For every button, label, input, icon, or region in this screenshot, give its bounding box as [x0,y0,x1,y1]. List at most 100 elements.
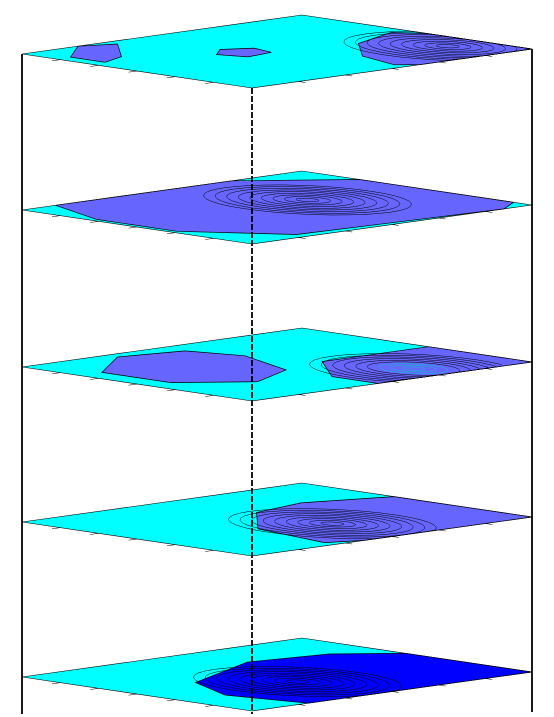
contour-line [274,515,391,533]
edge-tick [90,378,99,380]
contour-line [274,677,321,686]
contour-layer-4 [21,482,533,557]
contour-line [285,679,310,684]
edge-tick [391,224,399,226]
edge-tick [51,527,61,530]
edge-tick [51,215,61,218]
edge-tick [128,693,138,696]
contour-line [227,671,368,692]
contour-line [284,196,331,204]
edge-tick [298,237,306,239]
contour-line [320,521,345,526]
edge-tick [166,76,176,79]
edge-tick [298,704,306,706]
edge-tick [438,61,446,64]
contour-line [355,360,471,378]
contour-line [251,674,344,689]
edge-tick [298,81,306,83]
contour-layer-3 [21,327,533,402]
edge-tick [345,387,353,390]
contour-line [237,189,378,211]
contour-line [203,184,412,216]
edge-tick [128,538,138,541]
edge-tick [345,542,353,545]
edge-tick [438,217,446,220]
layer-region [69,43,122,63]
contour-line [401,366,426,371]
edge-tick [51,59,61,62]
edge-tick [166,389,176,392]
edge-tick [485,55,493,57]
contour-layer-2 [21,170,533,245]
edge-tick [205,550,214,552]
contour-line [424,42,472,50]
contour-line [216,669,379,694]
contour-line [343,358,481,379]
edge-tick [51,372,61,375]
contour-line [204,667,391,696]
edge-tick [90,533,99,535]
contour-line [249,191,366,209]
edge-tick [128,226,138,229]
contour-line [297,518,368,529]
edge-tick [485,523,493,525]
edge-tick [438,529,446,532]
edge-tick [485,211,493,213]
edge-tick [205,238,214,240]
contour-line [436,44,460,49]
edge-tick [345,697,353,700]
contour-line [367,361,460,376]
edge-tick [166,544,176,547]
layers-group [21,14,533,712]
contour-line [214,186,401,214]
vertical-posts [21,49,533,714]
edge-tick [391,536,399,538]
contour-line [401,39,495,54]
contour-layer-1 [21,14,533,89]
edge-tick [90,65,99,67]
edge-tick [438,684,446,687]
layer-region [215,47,272,58]
edge-tick [128,70,138,73]
edge-tick [90,221,99,223]
contour-line [285,516,379,531]
edge-tick [345,230,353,233]
contour-line [309,353,504,382]
layer-region [55,179,515,235]
edge-tick [391,381,399,383]
contour-line [272,194,343,206]
contour-line [412,40,483,52]
edge-tick [205,395,214,397]
contour-line [251,511,414,536]
contour-line [262,513,402,534]
edge-tick [438,374,446,377]
contour-line [389,37,506,55]
edge-tick [298,549,306,551]
contour-line [295,198,320,202]
edge-tick [345,74,353,77]
edge-tick [298,394,306,396]
contour-line [343,30,533,61]
edge-tick [90,688,99,690]
contour-line [261,193,354,207]
edge-tick [205,705,214,707]
contour-line [309,520,356,528]
contour-line [390,365,437,373]
contour-layer-5 [21,637,533,712]
edge-tick [205,82,214,84]
contour-line [378,363,449,374]
contour-line [239,510,426,538]
contour-line [332,356,489,380]
edge-tick [166,699,176,702]
contour-line [193,666,402,697]
contour-line [226,188,389,212]
edge-tick [51,682,61,685]
edge-tick [128,383,138,386]
edge-tick [391,691,399,693]
contour-line [262,676,333,687]
layer-region [101,350,287,383]
edge-tick [166,232,176,235]
edge-tick [485,678,493,680]
